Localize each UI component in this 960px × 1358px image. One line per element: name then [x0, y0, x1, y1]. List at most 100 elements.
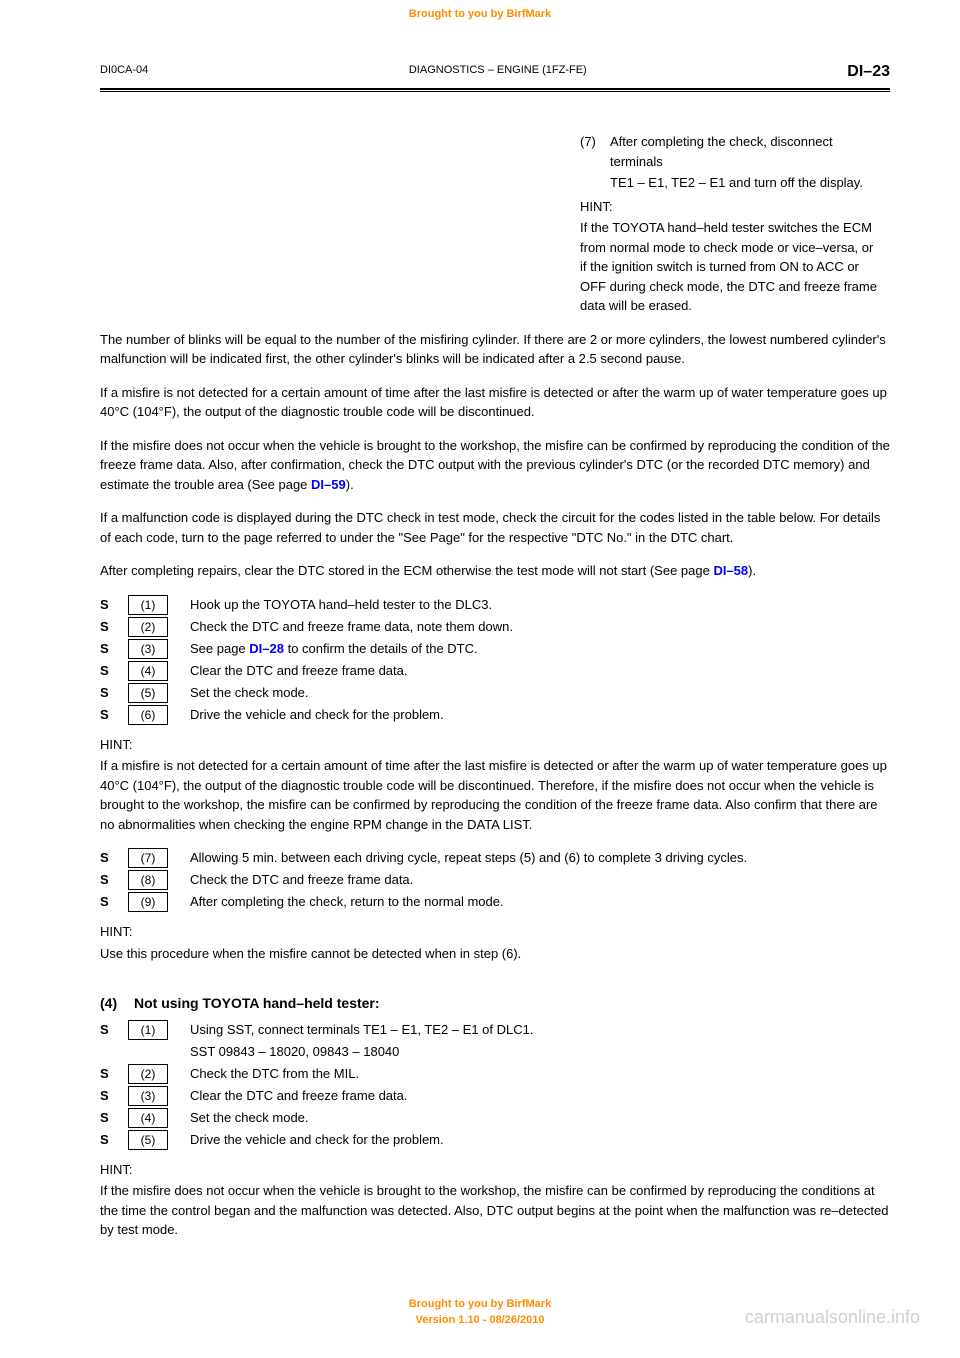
- step-a-6: S (6) Drive the vehicle and check for th…: [100, 705, 890, 725]
- step-bullet: S: [100, 661, 128, 681]
- step-text: Check the DTC from the MIL.: [190, 1064, 890, 1084]
- s4-step-5: S (5) Drive the vehicle and check for th…: [100, 1130, 890, 1150]
- intro-p4: If a malfunction code is displayed durin…: [100, 508, 890, 547]
- s4-step-sst: SST 09843 – 18020, 09843 – 18040: [100, 1042, 890, 1062]
- intro-p3-before: If the misfire does not occur when the v…: [100, 438, 890, 492]
- step-num: (2): [128, 1064, 168, 1084]
- step-b-8: S (8) Check the DTC and freeze frame dat…: [100, 870, 890, 890]
- header-rule-thick: [100, 88, 890, 90]
- step-num: (9): [128, 892, 168, 912]
- step-num: (5): [128, 1130, 168, 1150]
- intro-p1: The number of blinks will be equal to th…: [100, 330, 890, 369]
- step-num: (5): [128, 683, 168, 703]
- hint-a: HINT: If a misfire is not detected for a…: [100, 735, 890, 835]
- hint-b-text: Use this procedure when the misfire cann…: [100, 944, 890, 964]
- step-num: (6): [128, 705, 168, 725]
- section-4-bullet: (4): [100, 993, 134, 1014]
- header-code: DI0CA-04: [100, 62, 148, 79]
- step-text: Set the check mode.: [190, 1108, 890, 1128]
- hint-a-label: HINT:: [100, 735, 890, 755]
- site-watermark: carmanualsonline.info: [745, 1307, 920, 1328]
- step-text: Drive the vehicle and check for the prob…: [190, 705, 890, 725]
- step-text: SST 09843 – 18020, 09843 – 18040: [190, 1042, 890, 1062]
- step-num: (1): [128, 1020, 168, 1040]
- step-text: Check the DTC and freeze frame data, not…: [190, 617, 890, 637]
- s4-step-1: S (1) Using SST, connect terminals TE1 –…: [100, 1020, 890, 1040]
- page-header: DI0CA-04 DIAGNOSTICS – ENGINE (1FZ-FE) D…: [100, 60, 890, 84]
- step-a-3: S (3) See page DI–28 to confirm the deta…: [100, 639, 890, 659]
- intro-p5: After completing repairs, clear the DTC …: [100, 561, 890, 581]
- header-page-num: DI–23: [847, 60, 890, 84]
- section-4-title: (4) Not using TOYOTA hand–held tester:: [100, 993, 890, 1014]
- step-num: (1): [128, 595, 168, 615]
- page-content: DI0CA-04 DIAGNOSTICS – ENGINE (1FZ-FE) D…: [0, 0, 960, 1314]
- hint-b: HINT: Use this procedure when the misfir…: [100, 922, 890, 963]
- step-bullet: S: [100, 639, 128, 659]
- step-text: Hook up the TOYOTA hand–held tester to t…: [190, 595, 890, 615]
- s4-step-2: S (2) Check the DTC from the MIL.: [100, 1064, 890, 1084]
- step-num: (4): [128, 661, 168, 681]
- intro-p5-after: ).: [748, 563, 756, 578]
- step-text: Clear the DTC and freeze frame data.: [190, 661, 890, 681]
- steps-b: S (7) Allowing 5 min. between each drivi…: [100, 848, 890, 912]
- intro-p5-before: After completing repairs, clear the DTC …: [100, 563, 713, 578]
- section-4-hint: HINT: If the misfire does not occur when…: [100, 1160, 890, 1240]
- step-text: Set the check mode.: [190, 683, 890, 703]
- dlc-hint-text: If the TOYOTA hand–held tester switches …: [580, 218, 880, 316]
- s4-step-4: S (4) Set the check mode.: [100, 1108, 890, 1128]
- dlc-hint: HINT: If the TOYOTA hand–held tester swi…: [580, 197, 880, 316]
- step-bullet: S: [100, 848, 128, 868]
- dlc-line2: TE1 – E1, TE2 – E1 and turn off the disp…: [610, 173, 880, 193]
- link-di58[interactable]: DI–58: [713, 563, 748, 578]
- step-bullet: S: [100, 1064, 128, 1084]
- s4-step-3: S (3) Clear the DTC and freeze frame dat…: [100, 1086, 890, 1106]
- steps-a: S (1) Hook up the TOYOTA hand–held teste…: [100, 595, 890, 725]
- s4-hint-text: If the misfire does not occur when the v…: [100, 1181, 890, 1240]
- step-a-5: S (5) Set the check mode.: [100, 683, 890, 703]
- step-b-9: S (9) After completing the check, return…: [100, 892, 890, 912]
- header-rule-thin: [100, 91, 890, 92]
- hint-b-label: HINT:: [100, 922, 890, 942]
- step-bullet: S: [100, 892, 128, 912]
- step-text-before: See page: [190, 641, 249, 656]
- link-di28[interactable]: DI–28: [249, 641, 284, 656]
- step-a-2: S (2) Check the DTC and freeze frame dat…: [100, 617, 890, 637]
- dlc-spacer: [580, 173, 610, 193]
- dlc-line1: After completing the check, disconnect t…: [610, 132, 880, 171]
- dlc-block: (7) After completing the check, disconne…: [580, 132, 880, 316]
- dlc-hint-label: HINT:: [580, 197, 880, 217]
- intro-p3: If the misfire does not occur when the v…: [100, 436, 890, 495]
- link-di59[interactable]: DI–59: [311, 477, 346, 492]
- step-bullet: S: [100, 1020, 128, 1040]
- s4-hint-label: HINT:: [100, 1160, 890, 1180]
- step-text: Allowing 5 min. between each driving cyc…: [190, 848, 890, 868]
- step-text: Clear the DTC and freeze frame data.: [190, 1086, 890, 1106]
- intro-p2: If a misfire is not detected for a certa…: [100, 383, 890, 422]
- section-4-steps: S (1) Using SST, connect terminals TE1 –…: [100, 1020, 890, 1150]
- step-bullet-empty: [100, 1042, 128, 1062]
- watermark-top: Brought to you by BirfMark: [0, 8, 960, 20]
- step-b-7: S (7) Allowing 5 min. between each drivi…: [100, 848, 890, 868]
- step-a-4: S (4) Clear the DTC and freeze frame dat…: [100, 661, 890, 681]
- step-text: After completing the check, return to th…: [190, 892, 890, 912]
- header-title: DIAGNOSTICS – ENGINE (1FZ-FE): [148, 62, 847, 79]
- step-bullet: S: [100, 870, 128, 890]
- step-bullet: S: [100, 1130, 128, 1150]
- step-num: (4): [128, 1108, 168, 1128]
- step-a-1: S (1) Hook up the TOYOTA hand–held teste…: [100, 595, 890, 615]
- step-num: (8): [128, 870, 168, 890]
- dlc-step-num: (7): [580, 132, 610, 171]
- step-text-after: to confirm the details of the DTC.: [284, 641, 478, 656]
- step-text: Drive the vehicle and check for the prob…: [190, 1130, 890, 1150]
- step-text: Check the DTC and freeze frame data.: [190, 870, 890, 890]
- hint-a-text: If a misfire is not detected for a certa…: [100, 756, 890, 834]
- step-bullet: S: [100, 1086, 128, 1106]
- step-num: (7): [128, 848, 168, 868]
- step-bullet: S: [100, 1108, 128, 1128]
- step-bullet: S: [100, 705, 128, 725]
- intro-p3-after: ).: [346, 477, 354, 492]
- step-text: See page DI–28 to confirm the details of…: [190, 639, 890, 659]
- section-4-label: Not using TOYOTA hand–held tester:: [134, 993, 380, 1014]
- step-bullet: S: [100, 595, 128, 615]
- step-num: (3): [128, 1086, 168, 1106]
